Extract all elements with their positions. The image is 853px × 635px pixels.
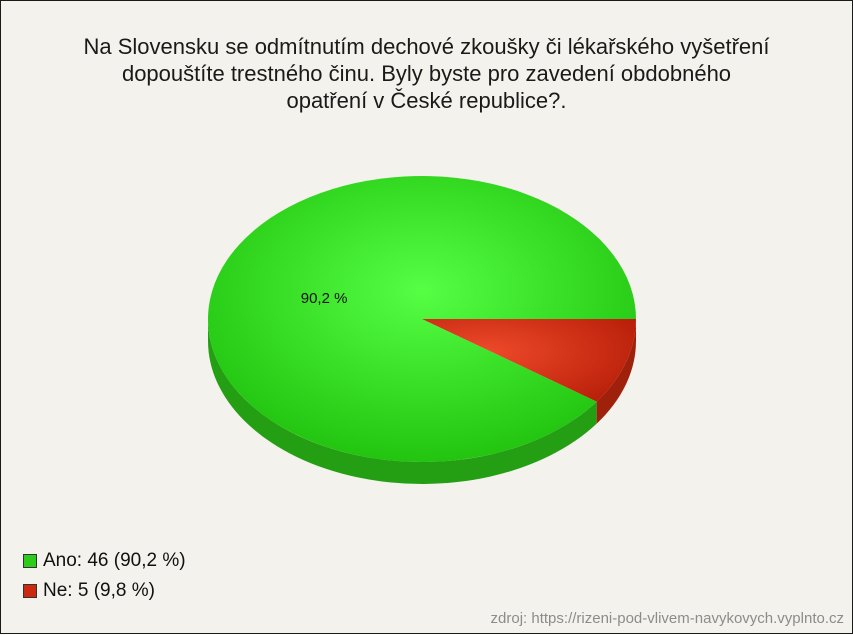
pie-top — [207, 176, 636, 463]
pie-side-ne — [596, 319, 636, 424]
chart-title-line-1: Na Slovensku se odmítnutím dechové zkouš… — [83, 34, 770, 59]
legend-label-ano: Ano: 46 (90,2 %) — [43, 550, 186, 571]
pie-depth — [208, 319, 636, 484]
legend-item-ne: Ne: 5 (9,8 %) — [23, 576, 186, 606]
chart-title-line-2: dopouštíte trestného činu. Byly byste pr… — [121, 61, 732, 86]
pie-side-ano — [208, 319, 597, 484]
chart-title: Na Slovensku se odmítnutím dechové zkouš… — [11, 33, 842, 114]
pie-labels: 90,2 % — [301, 290, 348, 307]
legend-swatch-ne — [23, 584, 37, 598]
legend: Ano: 46 (90,2 %) Ne: 5 (9,8 %) — [23, 546, 186, 606]
legend-item-ano: Ano: 46 (90,2 %) — [23, 546, 186, 576]
chart-title-line-3: opatření v České republice?. — [286, 88, 567, 113]
source-note: zdroj: https://rizeni-pod-vlivem-navykov… — [490, 610, 844, 627]
pie-slice-ano — [207, 176, 636, 463]
legend-label-ne: Ne: 5 (9,8 %) — [43, 580, 155, 601]
pie-slice-ne — [422, 319, 636, 402]
pie-data-label-ano: 90,2 % — [301, 290, 348, 307]
legend-swatch-ano — [23, 554, 37, 568]
